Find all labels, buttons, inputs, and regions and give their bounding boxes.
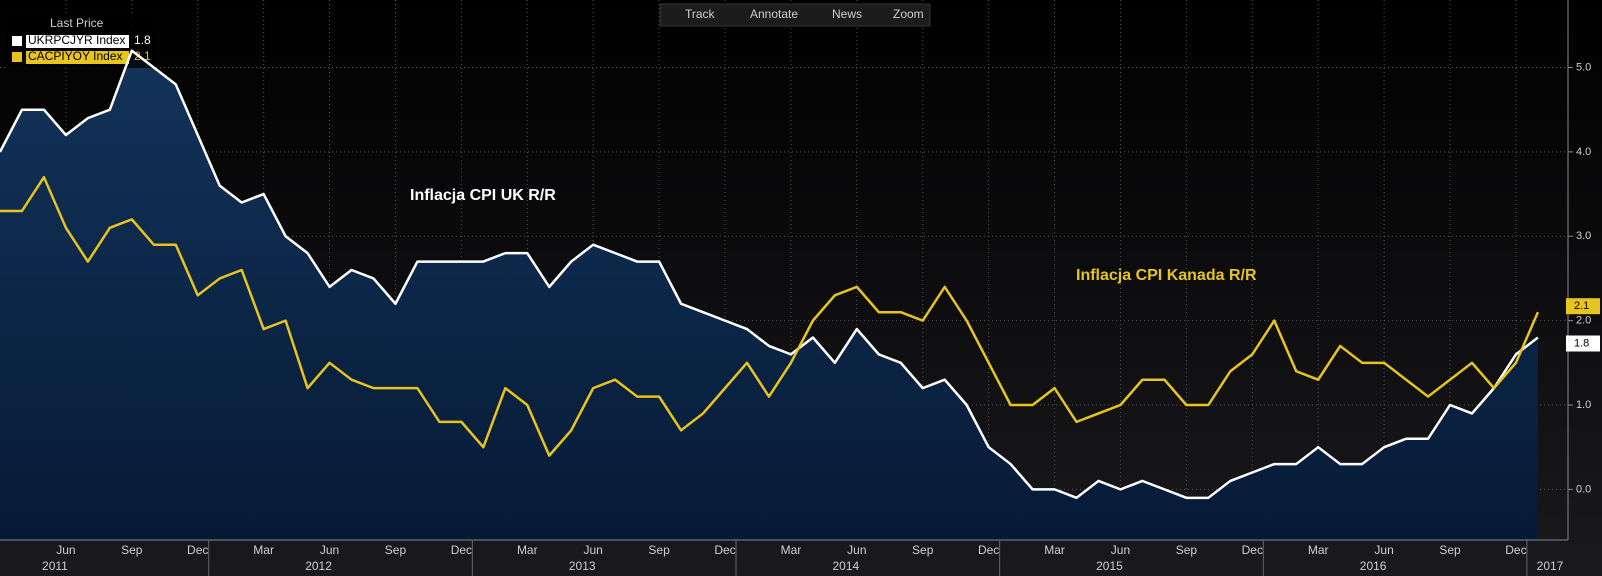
year-label: 2016 [1360, 559, 1387, 573]
legend-label-bg [26, 35, 129, 48]
last-value-label: 1.8 [1574, 337, 1589, 349]
x-tick-label: Sep [648, 543, 670, 557]
toolbar-button[interactable]: News [832, 7, 862, 21]
year-label: 2017 [1537, 559, 1564, 573]
x-tick-label: Dec [714, 543, 735, 557]
x-tick-label: Mar [781, 543, 802, 557]
y-tick-label: 3.0 [1576, 230, 1591, 242]
x-tick-label: Jun [320, 543, 339, 557]
x-tick-label: Jun [847, 543, 866, 557]
legend-label: UKRPCJYR Index [28, 33, 125, 47]
toolbar: Track Annotate News Zoom [659, 3, 931, 27]
x-tick-label: Dec [1505, 543, 1526, 557]
legend-label: CACPIYOY Index [28, 49, 123, 63]
x-tick-label: Jun [1374, 543, 1393, 557]
annotation: Inflacja CPI UK R/R [410, 187, 556, 204]
x-tick-label: Mar [1308, 543, 1329, 557]
line [0, 175, 1540, 457]
last-value-label: 2.1 [1574, 300, 1589, 312]
y-tick-label: 1.0 [1576, 399, 1591, 411]
year-label: 2012 [305, 559, 332, 573]
last-value-tag [1566, 298, 1600, 315]
legend: Last Price UKRPCJYR Index 1.8 CACPIYOY I… [6, 16, 156, 68]
toolbar-button[interactable]: Track [685, 7, 716, 21]
x-tick-label: Sep [912, 543, 934, 557]
line [0, 49, 1539, 500]
year-label: 2013 [569, 559, 596, 573]
legend-label-bg [26, 51, 129, 64]
x-tick-label: Mar [253, 543, 274, 557]
legend-value: 1.8 [134, 33, 151, 47]
x-tick-label: Sep [1176, 543, 1198, 557]
year-label: 2014 [832, 559, 859, 573]
x-tick-label: Sep [385, 543, 407, 557]
legend-swatch [12, 52, 22, 62]
year-label: 2015 [1096, 559, 1123, 573]
x-tick-label: Jun [1111, 543, 1130, 557]
toolbar-button[interactable]: Zoom [893, 7, 924, 21]
y-tick-label: 2.0 [1576, 315, 1591, 327]
y-tick-label: 5.0 [1576, 61, 1591, 73]
last-value-tag [1566, 335, 1600, 352]
area [0, 50, 1538, 540]
toolbar-bg [659, 3, 931, 27]
legend-swatch [12, 36, 22, 46]
y-tick-label: 0.0 [1576, 483, 1591, 495]
x-tick-label: Mar [517, 543, 538, 557]
x-tick-label: Dec [1242, 543, 1263, 557]
annotation: Inflacja CPI Kanada R/R [1076, 267, 1257, 284]
x-tick-label: Jun [56, 543, 75, 557]
x-tick-label: Jun [584, 543, 603, 557]
x-tick-label: Sep [1439, 543, 1461, 557]
toolbar-button[interactable]: Annotate [750, 7, 798, 21]
year-label: 2011 [42, 559, 68, 573]
x-tick-label: Dec [451, 543, 472, 557]
legend-title: Last Price [50, 16, 104, 30]
x-tick-label: Sep [121, 543, 143, 557]
legend-value: 2.1 [134, 49, 151, 63]
x-tick-label: Dec [187, 543, 208, 557]
x-tick-label: Dec [978, 543, 999, 557]
x-tick-label: Mar [1044, 543, 1065, 557]
y-tick-label: 4.0 [1576, 146, 1591, 158]
